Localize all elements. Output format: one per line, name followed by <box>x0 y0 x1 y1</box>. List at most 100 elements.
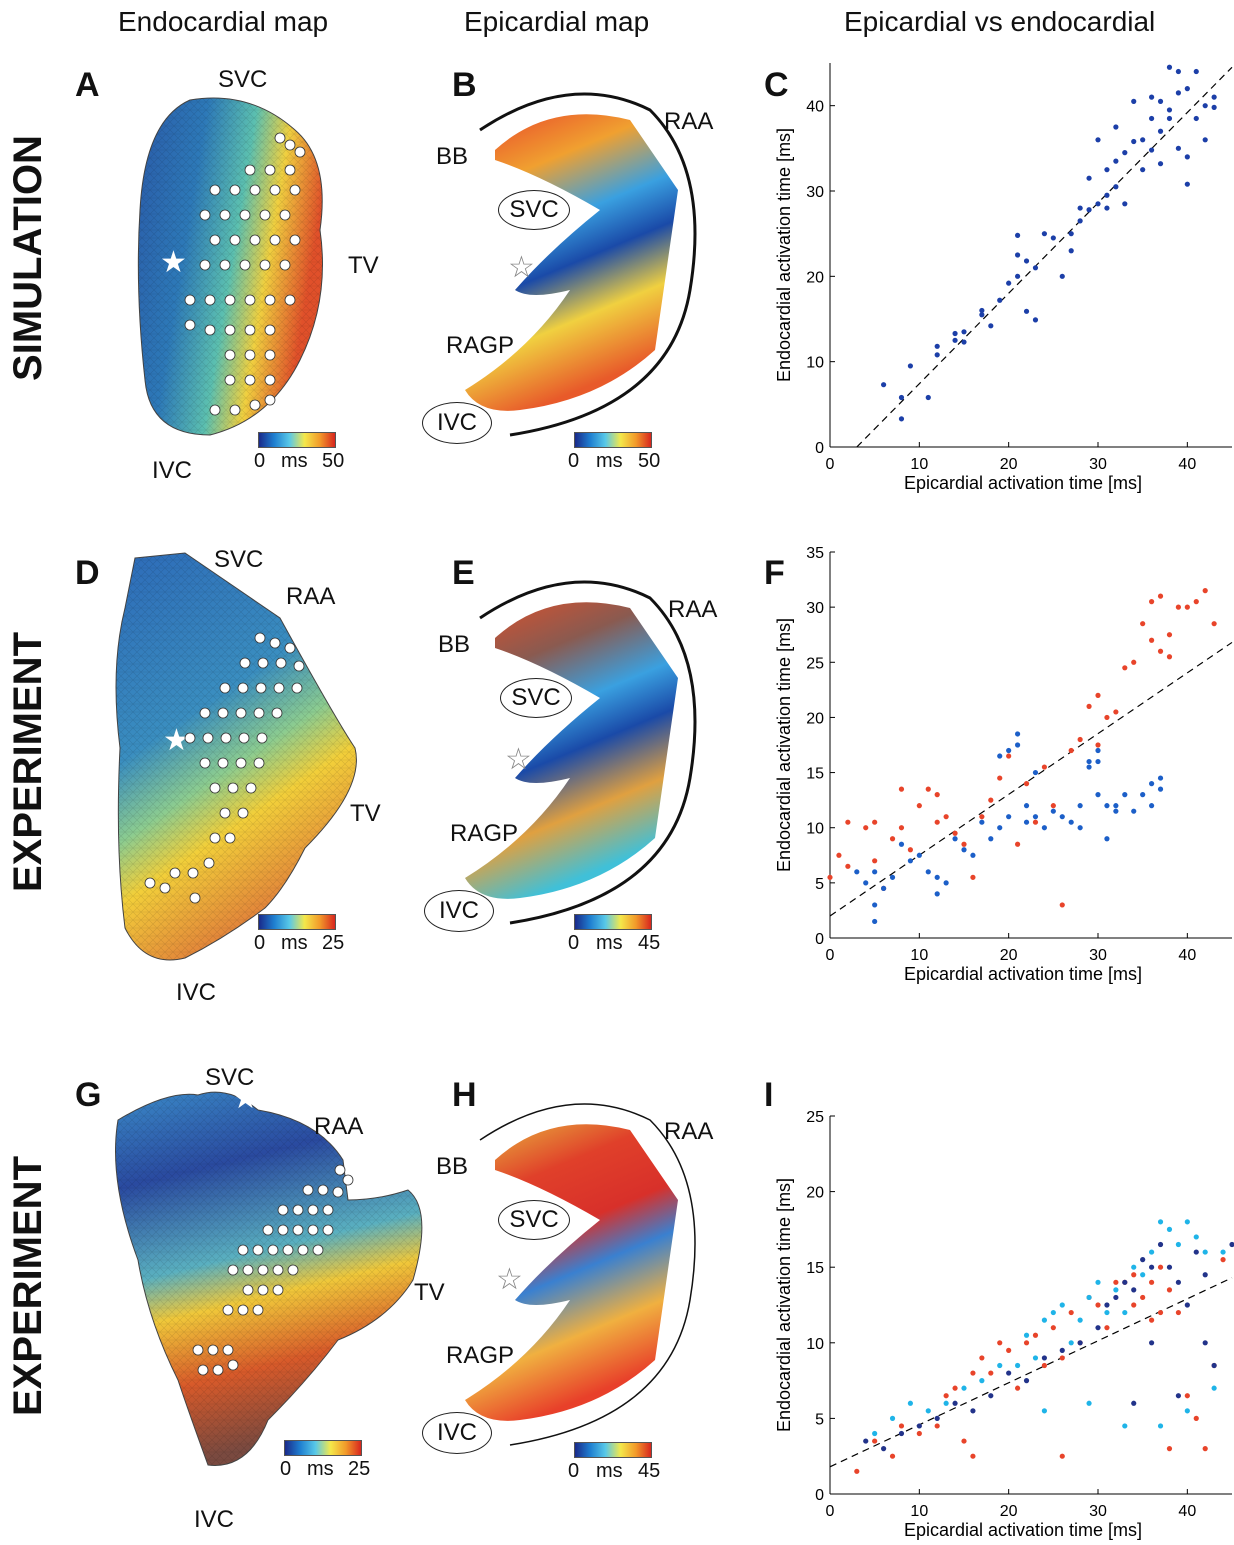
data-point <box>1077 736 1083 743</box>
data-point <box>1184 1302 1190 1308</box>
data-point <box>1095 792 1101 798</box>
data-point <box>1166 1264 1173 1270</box>
data-point <box>952 830 958 836</box>
data-point <box>1202 1340 1208 1346</box>
data-point <box>1140 621 1146 627</box>
data-point <box>1086 703 1092 709</box>
data-point <box>1006 747 1012 754</box>
data-point <box>1023 1332 1030 1338</box>
data-point <box>1077 1317 1083 1323</box>
data-point <box>970 874 976 880</box>
data-point <box>1041 1355 1047 1361</box>
data-point <box>1184 1408 1190 1414</box>
y-axis-label: Endocardial activation time [ms] <box>774 618 794 872</box>
colorbar-g <box>284 1440 362 1456</box>
data-point <box>916 1430 922 1437</box>
data-point <box>1077 825 1083 831</box>
data-point <box>1041 764 1047 770</box>
data-point <box>943 880 949 886</box>
y-tick-label: 40 <box>806 99 824 116</box>
data-point <box>1131 138 1137 145</box>
data-point <box>872 869 878 875</box>
colorbar-d <box>258 914 336 930</box>
data-point <box>952 836 958 842</box>
data-point <box>952 1400 958 1406</box>
label-h-bb: BB <box>436 1153 469 1180</box>
data-point <box>1157 98 1164 104</box>
data-point <box>854 869 860 875</box>
colorbar-e-max: 45 <box>638 932 661 954</box>
colorbar-h-unit: ms <box>596 1460 623 1482</box>
y-tick-label: 10 <box>806 355 824 372</box>
data-point <box>952 1385 958 1391</box>
data-point <box>1202 588 1208 594</box>
data-point <box>1149 1264 1155 1270</box>
data-point <box>1140 167 1146 173</box>
data-point <box>1211 1385 1217 1391</box>
data-point <box>1077 205 1083 211</box>
label-b-raa: RAA <box>664 108 714 135</box>
y-tick-label: 0 <box>815 440 824 457</box>
data-point <box>898 1430 905 1437</box>
data-point <box>1149 599 1155 605</box>
data-point <box>1095 1279 1101 1285</box>
label-a-svc: SVC <box>218 66 268 93</box>
data-point <box>1157 648 1164 654</box>
data-point <box>1166 1446 1173 1452</box>
data-point <box>1023 1340 1030 1346</box>
data-point <box>1015 273 1021 279</box>
data-point <box>863 880 869 886</box>
label-b-ivc: IVC <box>422 402 492 444</box>
data-point <box>1032 1332 1039 1338</box>
data-point <box>1122 150 1128 156</box>
data-point <box>934 792 940 798</box>
epicardial-map-e <box>465 580 697 925</box>
y-tick-label: 20 <box>806 1185 824 1202</box>
data-point <box>1006 1370 1012 1376</box>
data-point <box>854 1468 860 1474</box>
colorbar-h-max: 45 <box>638 1460 661 1482</box>
data-point <box>1104 714 1110 721</box>
data-point <box>1113 1287 1119 1293</box>
x-axis-label: Epicardial activation time [ms] <box>904 473 1142 493</box>
y-tick-label: 5 <box>815 1411 824 1428</box>
data-point <box>1006 280 1012 286</box>
data-point <box>916 803 922 809</box>
data-point <box>1157 786 1164 792</box>
data-point <box>1220 1249 1226 1255</box>
data-point <box>1095 201 1101 207</box>
data-point <box>889 836 896 842</box>
data-point <box>1095 758 1101 765</box>
star-icon: ☆ <box>508 251 535 284</box>
data-point <box>898 1423 905 1429</box>
data-point <box>1068 248 1074 254</box>
fit-line <box>856 66 1233 448</box>
data-point <box>961 1385 967 1391</box>
data-point <box>934 819 940 825</box>
data-point <box>1157 161 1164 167</box>
data-point <box>907 847 913 853</box>
x-tick-label: 30 <box>1089 1503 1107 1520</box>
data-point <box>1032 317 1039 323</box>
data-point <box>1059 273 1065 279</box>
column-title-comparison: Epicardial vs endocardial <box>844 6 1156 37</box>
label-g-svc: SVC <box>205 1064 255 1091</box>
fit-line <box>829 641 1233 917</box>
data-point <box>1104 1302 1110 1308</box>
y-tick-label: 15 <box>806 766 824 783</box>
colorbar-a-max: 50 <box>322 450 345 472</box>
data-point <box>1015 232 1021 238</box>
data-point <box>997 1340 1003 1346</box>
data-point <box>1157 1241 1164 1248</box>
data-point <box>1113 1279 1119 1285</box>
data-point <box>943 1393 949 1399</box>
data-point <box>925 1408 931 1414</box>
data-point <box>1166 115 1173 122</box>
data-point <box>1032 265 1039 271</box>
data-point <box>1193 599 1199 605</box>
data-point <box>1175 90 1181 96</box>
data-point <box>1050 235 1056 241</box>
row-label-experiment-1: EXPERIMENT <box>6 631 50 893</box>
x-tick-label: 10 <box>910 1503 928 1520</box>
data-point <box>1122 665 1128 671</box>
